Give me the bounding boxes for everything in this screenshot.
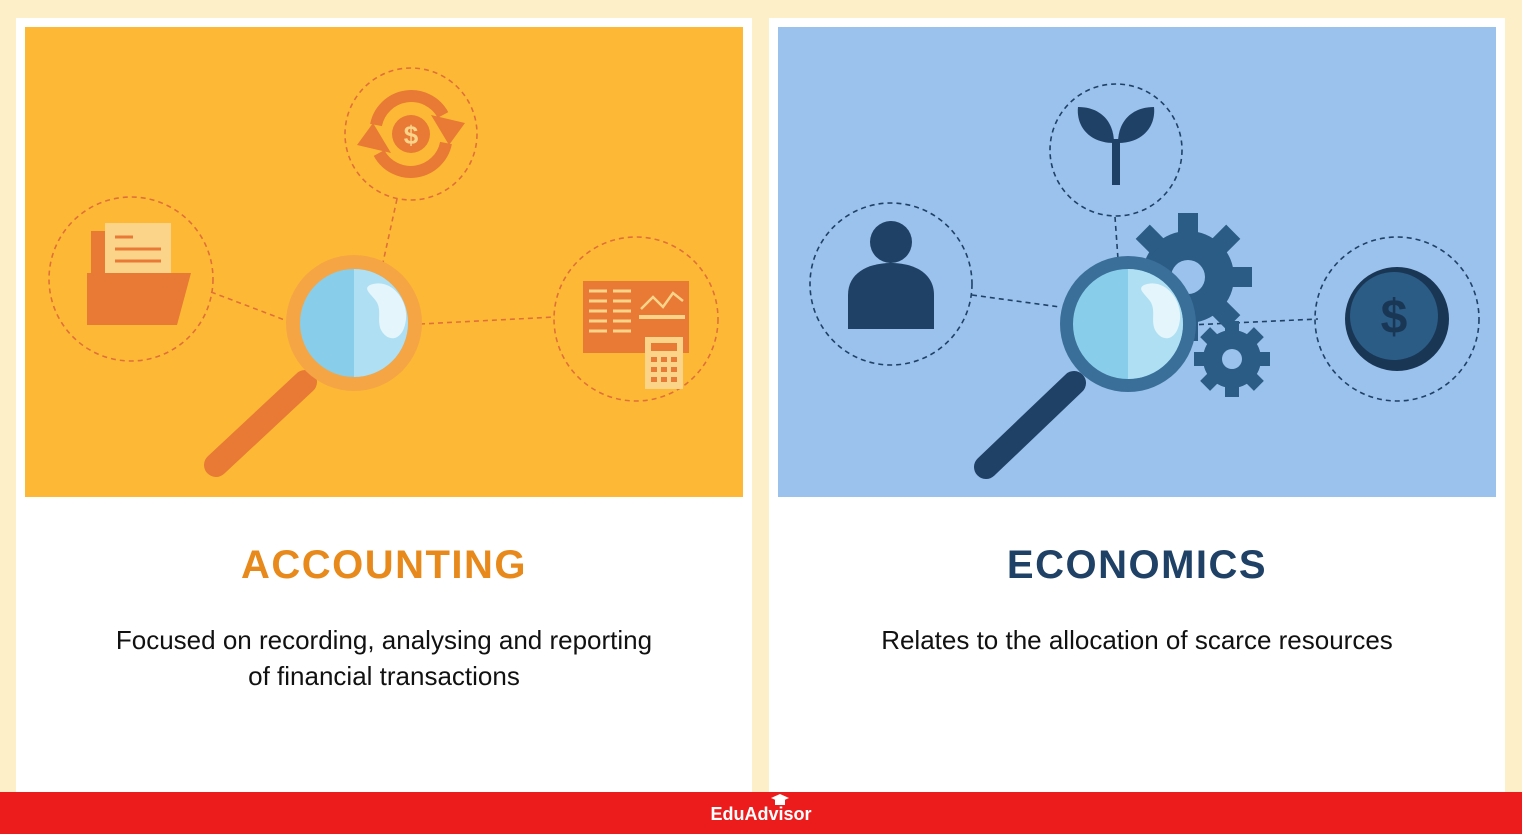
magnifying-glass-icon — [974, 256, 1196, 479]
card-title: ACCOUNTING — [240, 543, 528, 587]
spreadsheet-calculator-icon — [553, 236, 719, 402]
card-description: Focused on recording, analysing and repo… — [76, 622, 692, 694]
description-line: of financial transactions — [248, 661, 520, 691]
economics-illustration: $ — [778, 27, 1496, 497]
accounting-card: $ — [16, 18, 752, 792]
plant-sprout-icon — [1049, 83, 1183, 217]
description-line: Relates to the allocation of scarce reso… — [881, 625, 1393, 655]
accounting-illustration: $ — [25, 27, 743, 497]
economics-card: $ ECONOMICS Relates to the allocation of… — [769, 18, 1505, 792]
dollar-refresh-icon: $ — [344, 67, 478, 201]
dollar-coin-icon: $ — [1314, 236, 1480, 402]
graduation-cap-icon — [771, 794, 789, 805]
folder-document-icon — [48, 196, 214, 362]
svg-text:$: $ — [404, 120, 419, 150]
card-title: ECONOMICS — [1006, 543, 1268, 587]
person-icon — [809, 202, 973, 366]
footer-bar: EduAdvisor — [0, 792, 1522, 834]
brand-logo: EduAdvisor — [710, 804, 812, 824]
card-description: Relates to the allocation of scarce reso… — [829, 622, 1445, 658]
svg-text:$: $ — [1381, 291, 1408, 344]
magnifying-glass-icon — [204, 255, 422, 477]
description-line: Focused on recording, analysing and repo… — [115, 625, 653, 655]
